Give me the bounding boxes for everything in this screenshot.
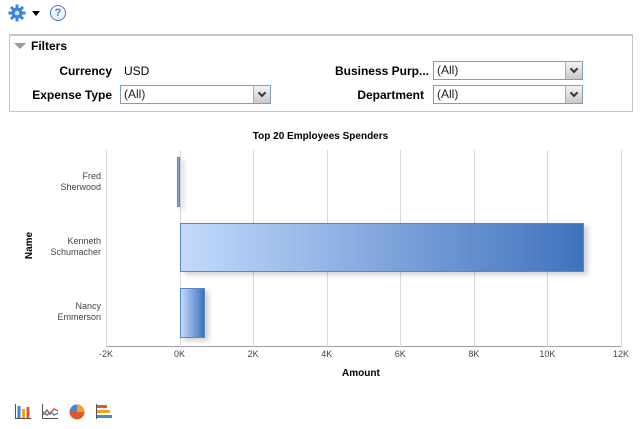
x-tick-label: 10K xyxy=(539,349,556,359)
currency-value: USD xyxy=(124,64,150,78)
y-category-label: Kenneth Schumacher xyxy=(50,236,101,257)
y-category-label: Nancy Emmerson xyxy=(57,301,101,322)
x-tick-label: 6K xyxy=(394,349,406,359)
business-purpose-label: Business Purp... xyxy=(334,64,429,78)
department-label: Department xyxy=(357,88,424,102)
chevron-down-icon[interactable] xyxy=(253,86,270,103)
chevron-down-icon[interactable] xyxy=(565,86,582,103)
chart-plot-area xyxy=(106,150,622,347)
bar-nancy-emmerson[interactable] xyxy=(179,288,205,338)
expense-type-value: (All) xyxy=(124,87,146,101)
department-select[interactable]: (All) xyxy=(433,85,583,104)
chevron-down-icon[interactable] xyxy=(565,62,582,79)
toolbar: ? xyxy=(8,3,66,23)
line-chart-icon[interactable] xyxy=(41,403,59,420)
department-value: (All) xyxy=(437,87,459,101)
filters-title: Filters xyxy=(31,39,68,53)
business-purpose-value: (All) xyxy=(437,63,459,77)
x-tick-label: 2K xyxy=(247,349,259,359)
filters-toggle[interactable]: Filters xyxy=(14,39,67,53)
business-purpose-select[interactable]: (All) xyxy=(433,61,583,80)
pie-chart-icon[interactable] xyxy=(68,403,86,420)
x-tick-label: 0K xyxy=(174,349,186,359)
gridline xyxy=(106,150,107,347)
chart-type-switcher xyxy=(14,403,113,420)
x-tick-label: 12K xyxy=(612,349,630,359)
bar-kenneth-schumacher[interactable] xyxy=(179,222,585,273)
gridline xyxy=(621,150,622,347)
currency-label: Currency xyxy=(59,64,112,78)
chart-title: Top 20 Employees Spenders xyxy=(252,131,389,142)
y-category-label: Fred Sherwood xyxy=(60,171,101,192)
x-axis-title: Amount xyxy=(342,368,380,379)
x-tick-label: -2K xyxy=(98,349,114,359)
collapse-triangle-icon xyxy=(14,43,26,49)
expense-type-select[interactable]: (All) xyxy=(120,85,271,104)
expense-type-label: Expense Type xyxy=(32,88,112,102)
horizontal-bar-chart-icon[interactable] xyxy=(95,403,113,420)
caret-down-icon[interactable] xyxy=(32,10,40,16)
gear-icon[interactable] xyxy=(8,4,26,22)
filters-panel: Filters Currency USD Expense Type (All) … xyxy=(9,34,633,112)
x-axis-line xyxy=(106,346,621,347)
bar-chart-icon[interactable] xyxy=(14,403,32,420)
bar-fred-sherwood[interactable] xyxy=(176,157,180,207)
x-tick-label: 4K xyxy=(321,349,333,359)
help-button[interactable]: ? xyxy=(50,5,66,21)
x-tick-label: 8K xyxy=(468,349,480,359)
